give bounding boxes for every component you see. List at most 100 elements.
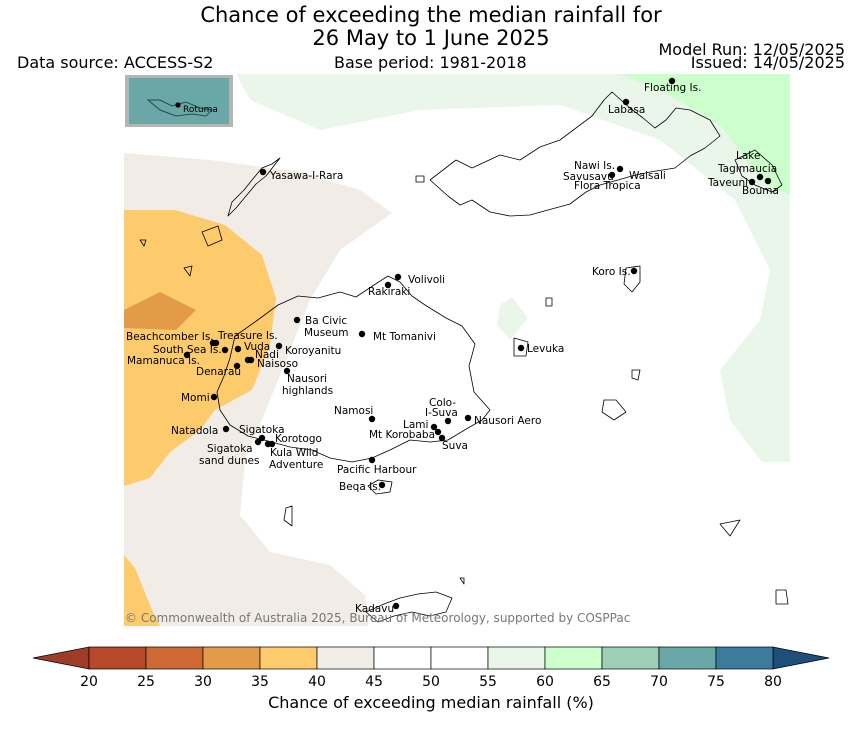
place-10: Yasawa-I-Rara (259, 168, 343, 182)
colorbar-bin-8 (544, 646, 603, 670)
issued-label: Issued: 14/05/2025 (690, 53, 845, 72)
place-dot (756, 173, 764, 181)
place-dot (259, 168, 267, 176)
place-label: Sigatoka (239, 424, 285, 436)
colorbar-bin-1 (145, 646, 204, 670)
place-label: Colo- (429, 397, 456, 409)
mamanuca-islet-2 (183, 265, 193, 277)
place-label: Mt Korobaba (369, 429, 435, 441)
place-dot (275, 342, 283, 350)
place-label: Korotogo (275, 433, 322, 445)
place-dot (384, 281, 392, 289)
place-17: Levuka (517, 343, 564, 355)
place-dot (293, 316, 301, 324)
place-dot (430, 423, 438, 431)
place-3: Savusavu (563, 171, 616, 183)
place-label: Natadola (171, 425, 218, 437)
place-dot (233, 362, 241, 370)
place-24: Mamanuca Is. (127, 351, 200, 367)
copyright-note: © Commonwealth of Australia 2025, Bureau… (125, 611, 630, 625)
place-label: Beqa Is. (339, 481, 381, 493)
place-label: Taveuni (707, 177, 748, 189)
colorbar: 20 25 30 35 40 45 50 55 60 65 70 75 80 (32, 646, 830, 690)
place-label: Flora Tropica (574, 180, 641, 192)
place-label: Namosi (334, 405, 373, 417)
place-dot (368, 456, 376, 464)
place-label: Bouma (742, 185, 779, 197)
place-label: Volivoli (408, 274, 445, 286)
colorbar-bin-4 (316, 646, 375, 670)
mamanuca-islet-1 (201, 225, 223, 247)
place-14: Ba Civic (293, 315, 347, 327)
coastlines (139, 91, 789, 623)
place-35: Mt Korobaba (369, 428, 442, 441)
place-markers: Floating Is. Labasa Nawi Is.Savusavu Waisal… (126, 77, 779, 615)
place-dot (392, 602, 400, 610)
data-source-label: Data source: ACCESS-S2 (17, 53, 214, 72)
ovalau-coast (513, 337, 529, 357)
place-dot (622, 98, 630, 106)
colorbar-tick-label: 40 (308, 674, 326, 690)
place-label: Adventure (269, 459, 323, 471)
colorbar-tick-label: 65 (593, 674, 611, 690)
colorbar-tick-label: 25 (137, 674, 155, 690)
place-25: Naisoso (247, 356, 298, 370)
place-dot (268, 440, 276, 448)
place-dot (444, 417, 452, 425)
shade-30-35 (124, 292, 196, 330)
yasawa-coast (227, 157, 281, 217)
place-label: sand dunes (199, 455, 259, 467)
rotuma-label: Rotuma (183, 105, 218, 115)
place-label: Momi (181, 392, 210, 404)
place-46: Kadavu (355, 602, 400, 615)
place-16: Mt Tomanivi (358, 330, 436, 343)
place-dot (234, 345, 242, 353)
place-label: Lami (403, 419, 428, 431)
place-5: Flora Tropica (574, 180, 641, 192)
colorbar-bin-10 (658, 646, 717, 670)
place-label: Tagimaucia (717, 163, 777, 175)
place-dot (222, 425, 230, 433)
place-label: Kula Wild (270, 447, 318, 459)
base-period-label: Base period: 1981-2018 (334, 53, 527, 72)
place-dot (464, 414, 472, 422)
place-label: Lake (736, 150, 760, 162)
place-8: Taveuni (707, 177, 756, 189)
colorbar-tick-label: 60 (536, 674, 554, 690)
colorbar-bin-11 (715, 646, 774, 670)
place-dot (358, 330, 366, 338)
place-29: Momi (181, 392, 218, 404)
islet-3 (139, 239, 147, 247)
place-27: Nausori (283, 367, 327, 385)
place-dot (212, 339, 220, 347)
place-39: Korotogo (254, 433, 322, 446)
colorbar-title: Chance of exceeding median rainfall (%) (268, 693, 594, 712)
place-41: sand dunes (199, 455, 259, 467)
colorbar-tick-label: 45 (365, 674, 383, 690)
place-32: I-Suva (425, 407, 458, 425)
place-dot (247, 356, 255, 364)
vanua-levu-coast (429, 91, 721, 217)
shade-55-60-small (497, 297, 528, 340)
place-label: Vuda (244, 341, 270, 353)
place-dot (668, 77, 676, 85)
islet-8 (719, 519, 741, 537)
place-label: Museum (304, 327, 349, 339)
place-label: Nausori (287, 373, 327, 385)
colorbar-bin-9 (601, 646, 660, 670)
place-label: Sigatoka (207, 443, 253, 455)
place-dot (748, 178, 756, 186)
colorbar-tick-label: 70 (650, 674, 668, 690)
place-label: Rakiraki (368, 286, 410, 298)
islet-5 (545, 297, 553, 307)
place-4: Waisali (629, 170, 666, 182)
colorbar-bin-0 (88, 646, 147, 670)
taveuni-coast (734, 149, 783, 193)
place-label: Pacific Harbour (337, 464, 417, 476)
place-45: Beqa Is. (339, 481, 386, 493)
place-dot (438, 434, 446, 442)
colorbar-tick-label: 35 (251, 674, 269, 690)
colorbar-bin-6 (430, 646, 489, 670)
place-dot (283, 367, 291, 375)
place-dot (258, 434, 266, 442)
